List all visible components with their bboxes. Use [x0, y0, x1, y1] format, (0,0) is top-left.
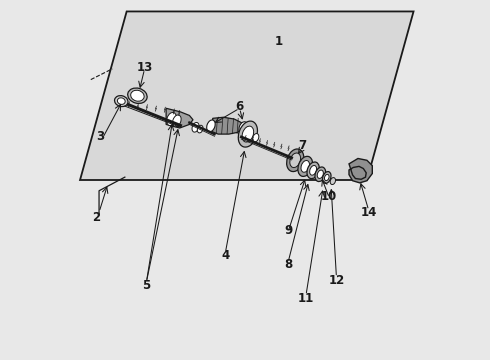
- Text: 9: 9: [284, 224, 292, 237]
- Polygon shape: [80, 12, 414, 180]
- Text: 5: 5: [142, 279, 150, 292]
- Text: 2: 2: [92, 211, 100, 224]
- Ellipse shape: [118, 98, 125, 104]
- Ellipse shape: [207, 120, 215, 132]
- Polygon shape: [349, 158, 372, 183]
- Text: 14: 14: [361, 206, 377, 219]
- Text: 13: 13: [136, 60, 153, 73]
- Ellipse shape: [167, 112, 176, 126]
- Ellipse shape: [131, 90, 144, 101]
- Text: 6: 6: [236, 100, 244, 113]
- Ellipse shape: [330, 177, 336, 185]
- Ellipse shape: [307, 162, 319, 179]
- Ellipse shape: [317, 170, 323, 179]
- Text: 10: 10: [321, 190, 338, 203]
- Ellipse shape: [310, 166, 317, 175]
- Ellipse shape: [172, 115, 181, 127]
- Text: 12: 12: [328, 274, 344, 287]
- Text: 8: 8: [284, 258, 292, 271]
- Ellipse shape: [197, 125, 203, 133]
- Ellipse shape: [322, 172, 331, 183]
- Text: 4: 4: [221, 249, 229, 262]
- Ellipse shape: [115, 96, 128, 107]
- Ellipse shape: [253, 134, 259, 142]
- Ellipse shape: [239, 122, 247, 134]
- Ellipse shape: [315, 167, 326, 181]
- Ellipse shape: [128, 88, 147, 103]
- Ellipse shape: [301, 161, 310, 172]
- Ellipse shape: [324, 174, 329, 181]
- Ellipse shape: [287, 149, 304, 172]
- Ellipse shape: [242, 126, 254, 142]
- Ellipse shape: [290, 153, 300, 167]
- Ellipse shape: [192, 122, 199, 132]
- Text: 11: 11: [298, 292, 314, 305]
- Ellipse shape: [298, 156, 313, 176]
- Ellipse shape: [238, 121, 257, 147]
- Text: 7: 7: [298, 139, 306, 152]
- Polygon shape: [166, 108, 193, 128]
- Text: 1: 1: [275, 35, 283, 49]
- Polygon shape: [212, 117, 242, 134]
- Text: 3: 3: [96, 130, 104, 144]
